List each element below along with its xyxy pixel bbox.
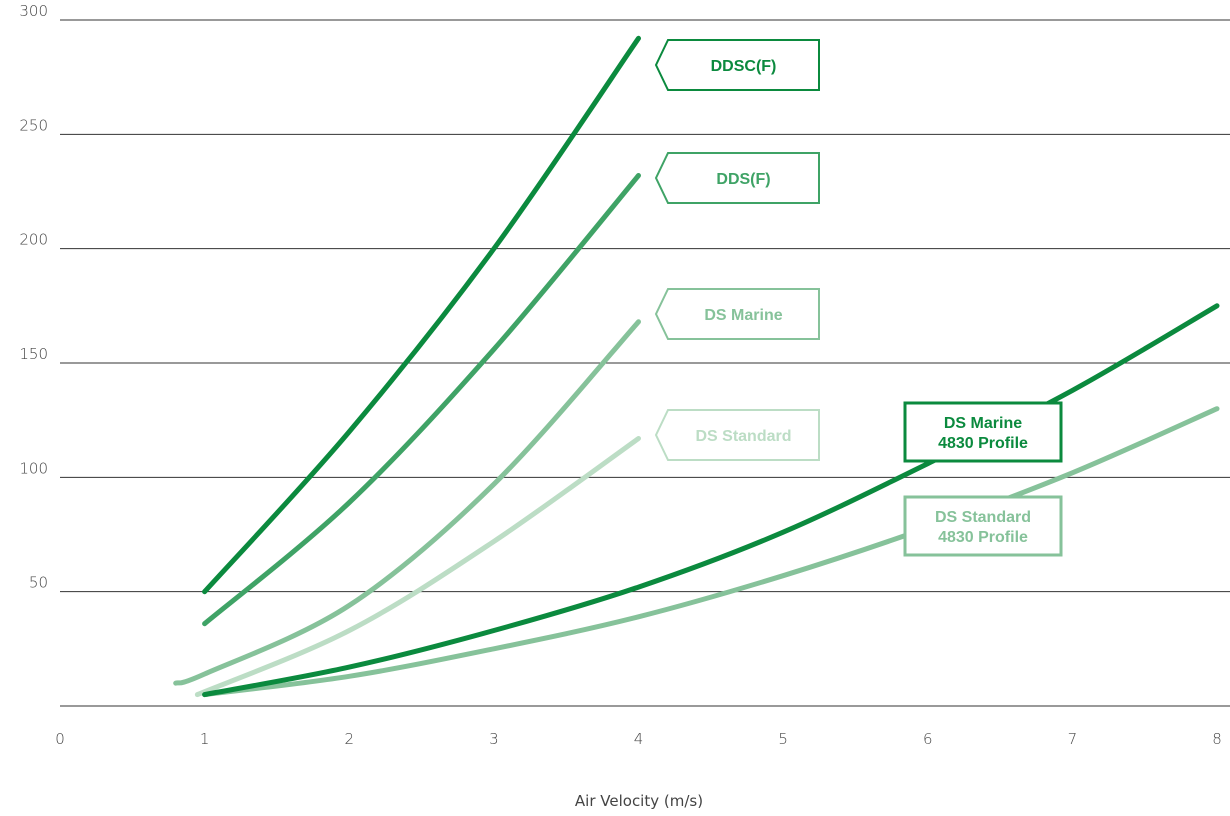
series-label-text: DS Marine (704, 307, 782, 324)
x-tick-label: 3 (489, 730, 499, 748)
x-tick-label: 1 (200, 730, 210, 748)
x-tick-label: 8 (1212, 730, 1222, 748)
x-axis-title: Air Velocity (m/s) (575, 792, 703, 810)
label-arrow-box (654, 409, 820, 461)
series-label-1: DDS(F) (654, 152, 820, 204)
x-tick-label: 0 (55, 730, 65, 748)
series-line-4 (202, 303, 1220, 698)
y-tick-label: 150 (19, 345, 48, 363)
x-tick-label: 2 (344, 730, 354, 748)
y-tick-label: 200 (19, 231, 48, 249)
series-lines (173, 35, 1220, 698)
series-label-4: DS Marine 4830 Profile (903, 401, 1063, 463)
x-tick-label: 7 (1068, 730, 1078, 748)
y-tick-label: 50 (29, 574, 48, 592)
series-label-text: DDS(F) (716, 171, 770, 188)
label-arrow-box (654, 39, 820, 91)
series-line-1 (202, 173, 641, 627)
series-label-text: DDSC(F) (711, 58, 777, 75)
y-tick-label: 300 (19, 2, 48, 20)
x-tick-label: 5 (778, 730, 788, 748)
series-label-3: DS Standard (654, 409, 820, 461)
series-label-0: DDSC(F) (654, 39, 820, 91)
label-arrow-box (654, 152, 820, 204)
series-label-text: DS Marine (944, 415, 1022, 432)
series-line-3 (194, 436, 641, 698)
grid-lines (60, 19, 1230, 707)
y-tick-label: 100 (19, 459, 48, 477)
label-box (903, 495, 1063, 557)
x-tick-label: 6 (923, 730, 933, 748)
series-label-text: 4830 Profile (938, 529, 1028, 546)
y-axis-ticks: 50 100 150 200 250 300 (19, 2, 48, 592)
series-label-5: DS Standard 4830 Profile (903, 495, 1063, 557)
series-line-2 (173, 319, 641, 686)
series-label-text: DS Standard (695, 428, 791, 445)
label-arrow-box (654, 288, 820, 340)
series-label-text: DS Standard (935, 509, 1031, 526)
series-line-5 (202, 406, 1220, 698)
series-label-2: DS Marine (654, 288, 820, 340)
y-tick-label: 250 (19, 116, 48, 134)
x-axis-ticks: 0 1 2 3 4 5 6 7 8 (55, 730, 1222, 748)
x-tick-label: 4 (634, 730, 644, 748)
series-label-text: 4830 Profile (938, 435, 1028, 452)
label-box (903, 401, 1063, 463)
series-labels: DDSC(F) DDS(F) DS Marine DS Standard DS Mari… (654, 39, 1063, 557)
series-line-0 (202, 35, 641, 595)
